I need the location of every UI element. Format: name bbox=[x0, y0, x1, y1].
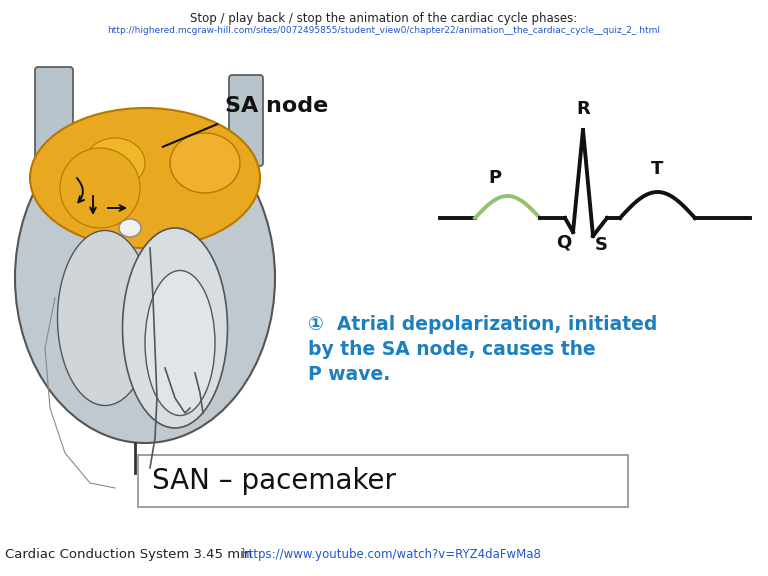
Text: http://highered.mcgraw-hill.com/sites/0072495855/student_view0/chapter22/animati: http://highered.mcgraw-hill.com/sites/00… bbox=[108, 26, 660, 35]
Text: SA node: SA node bbox=[225, 96, 328, 116]
Text: P wave.: P wave. bbox=[308, 365, 390, 384]
Ellipse shape bbox=[15, 113, 275, 443]
Text: T: T bbox=[650, 160, 664, 178]
Text: R: R bbox=[576, 100, 590, 118]
Ellipse shape bbox=[85, 138, 145, 188]
Circle shape bbox=[60, 148, 140, 228]
Text: ①  Atrial depolarization, initiated: ① Atrial depolarization, initiated bbox=[308, 315, 657, 334]
Text: S: S bbox=[595, 236, 608, 254]
Text: SAN – pacemaker: SAN – pacemaker bbox=[152, 467, 396, 495]
FancyBboxPatch shape bbox=[138, 455, 628, 507]
Text: Stop / play back / stop the animation of the cardiac cycle phases:: Stop / play back / stop the animation of… bbox=[190, 12, 578, 25]
Ellipse shape bbox=[123, 228, 227, 428]
Ellipse shape bbox=[58, 230, 153, 406]
Text: by the SA node, causes the: by the SA node, causes the bbox=[308, 340, 596, 359]
Text: Q: Q bbox=[556, 234, 571, 252]
Ellipse shape bbox=[30, 108, 260, 248]
Text: P: P bbox=[488, 169, 502, 187]
Ellipse shape bbox=[170, 133, 240, 193]
Text: https://www.youtube.com/watch?v=RYZ4daFwMa8: https://www.youtube.com/watch?v=RYZ4daFw… bbox=[242, 548, 542, 561]
FancyBboxPatch shape bbox=[229, 75, 263, 166]
FancyBboxPatch shape bbox=[35, 67, 73, 188]
Ellipse shape bbox=[145, 271, 215, 415]
Ellipse shape bbox=[119, 219, 141, 237]
Text: Cardiac Conduction System 3.45 min: Cardiac Conduction System 3.45 min bbox=[5, 548, 253, 561]
